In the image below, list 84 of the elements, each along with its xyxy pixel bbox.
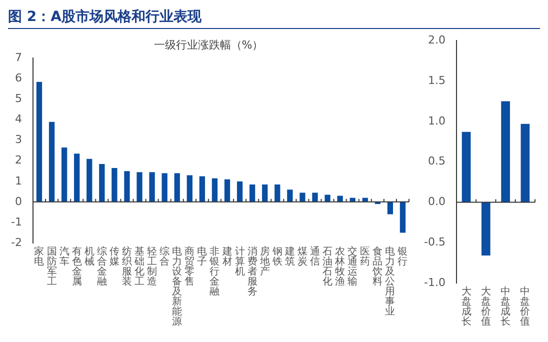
y-tick-label: 6 (14, 72, 22, 85)
bar (236, 181, 243, 202)
y-tick-label: 1 (14, 174, 22, 188)
x-tick-label: 银行 (396, 246, 408, 268)
y-tick-label: 0.5 (428, 154, 446, 168)
x-tick-label: 煤炭 (297, 246, 308, 268)
bar (300, 192, 306, 202)
x-tick-label: 有色金属 (72, 246, 82, 288)
bar (387, 202, 394, 214)
bar (61, 148, 68, 202)
bar (36, 82, 42, 202)
bar (312, 192, 318, 202)
bar (48, 122, 55, 202)
y-tick-label: 7 (14, 51, 22, 64)
chart-title: 图 2：A股市场风格和行业表现 (8, 8, 540, 29)
x-tick-label: 综合金融 (96, 246, 107, 288)
x-tick-label: 轻工制造 (147, 246, 158, 288)
bar (224, 179, 230, 202)
x-tick-label: 石油石化 (322, 246, 333, 288)
bar (199, 176, 206, 202)
y-tick-label: -0.5 (424, 235, 446, 248)
bar (162, 173, 168, 202)
y-tick-label: 1.5 (428, 74, 446, 87)
y-tick-label: 5 (14, 92, 22, 106)
x-tick-label: 机械 (84, 246, 94, 268)
x-tick-label: 家电 (34, 246, 44, 268)
y-tick-label: 2 (14, 154, 22, 167)
x-tick-label: 电力设备及新能源 (172, 246, 182, 328)
bar (136, 172, 142, 202)
bar (462, 132, 471, 202)
y-tick-label: 3 (14, 133, 22, 146)
bar (400, 202, 406, 233)
x-tick-label: 消费者服务 (247, 246, 258, 298)
x-tick-label: 电子 (197, 246, 208, 268)
x-tick-label: 计算机 (234, 246, 245, 278)
y-tick-label: 0.0 (428, 195, 446, 208)
x-tick-label: 通信 (310, 246, 320, 268)
x-tick-label: 汽车 (59, 246, 70, 268)
bar (86, 158, 92, 202)
x-tick-label: 建筑 (284, 246, 295, 268)
bar (481, 202, 490, 256)
bar (112, 168, 118, 202)
y-tick-label: 1.0 (428, 114, 446, 128)
chart-subtitle: 一级行业涨跌幅（%） (154, 38, 264, 52)
bar (501, 101, 510, 202)
y-tick-label: 2.0 (428, 33, 446, 46)
y-tick-label: 0 (14, 194, 22, 208)
x-tick-label: 大盘价值 (480, 286, 491, 328)
x-tick-label: 食品饮料 (372, 246, 383, 288)
bar (274, 184, 280, 202)
x-tick-label: 基础化工 (134, 246, 145, 288)
bar (324, 194, 330, 202)
x-tick-label: 综合 (160, 246, 170, 268)
bar (520, 124, 530, 202)
bar (287, 190, 293, 202)
bar (174, 173, 180, 202)
y-tick-label: -2 (11, 236, 22, 249)
x-tick-label: 电力及公用事业 (385, 246, 396, 318)
y-tick-label: 4 (14, 112, 22, 126)
x-tick-label: 大盘成长 (461, 286, 472, 328)
bar (99, 164, 105, 202)
x-tick-label: 纺织服装 (122, 246, 132, 288)
x-tick-label: 国防军工 (46, 246, 57, 288)
y-tick-label: -1.0 (424, 276, 446, 289)
bar (186, 175, 192, 202)
x-tick-label: 非银行金融 (208, 246, 220, 298)
x-tick-label: 中盘成长 (500, 286, 511, 328)
bar (149, 172, 155, 202)
x-tick-label: 交通运输 (348, 246, 358, 288)
bar (74, 154, 80, 202)
x-tick-label: 建材 (221, 246, 232, 268)
x-tick-label: 钢铁 (271, 246, 282, 268)
bar (337, 196, 343, 202)
bar (250, 184, 256, 202)
x-tick-label: 农林牧渔 (334, 246, 346, 288)
bar (262, 184, 268, 202)
x-tick-label: 商贸零售 (184, 246, 195, 288)
x-tick-label: 传媒 (109, 246, 120, 268)
x-tick-label: 医药 (360, 246, 370, 268)
bar (124, 171, 130, 202)
x-tick-label: 中盘价值 (519, 286, 530, 328)
x-tick-label: 房地产 (258, 246, 270, 278)
bar (212, 178, 218, 202)
y-tick-label: -1 (11, 215, 22, 228)
